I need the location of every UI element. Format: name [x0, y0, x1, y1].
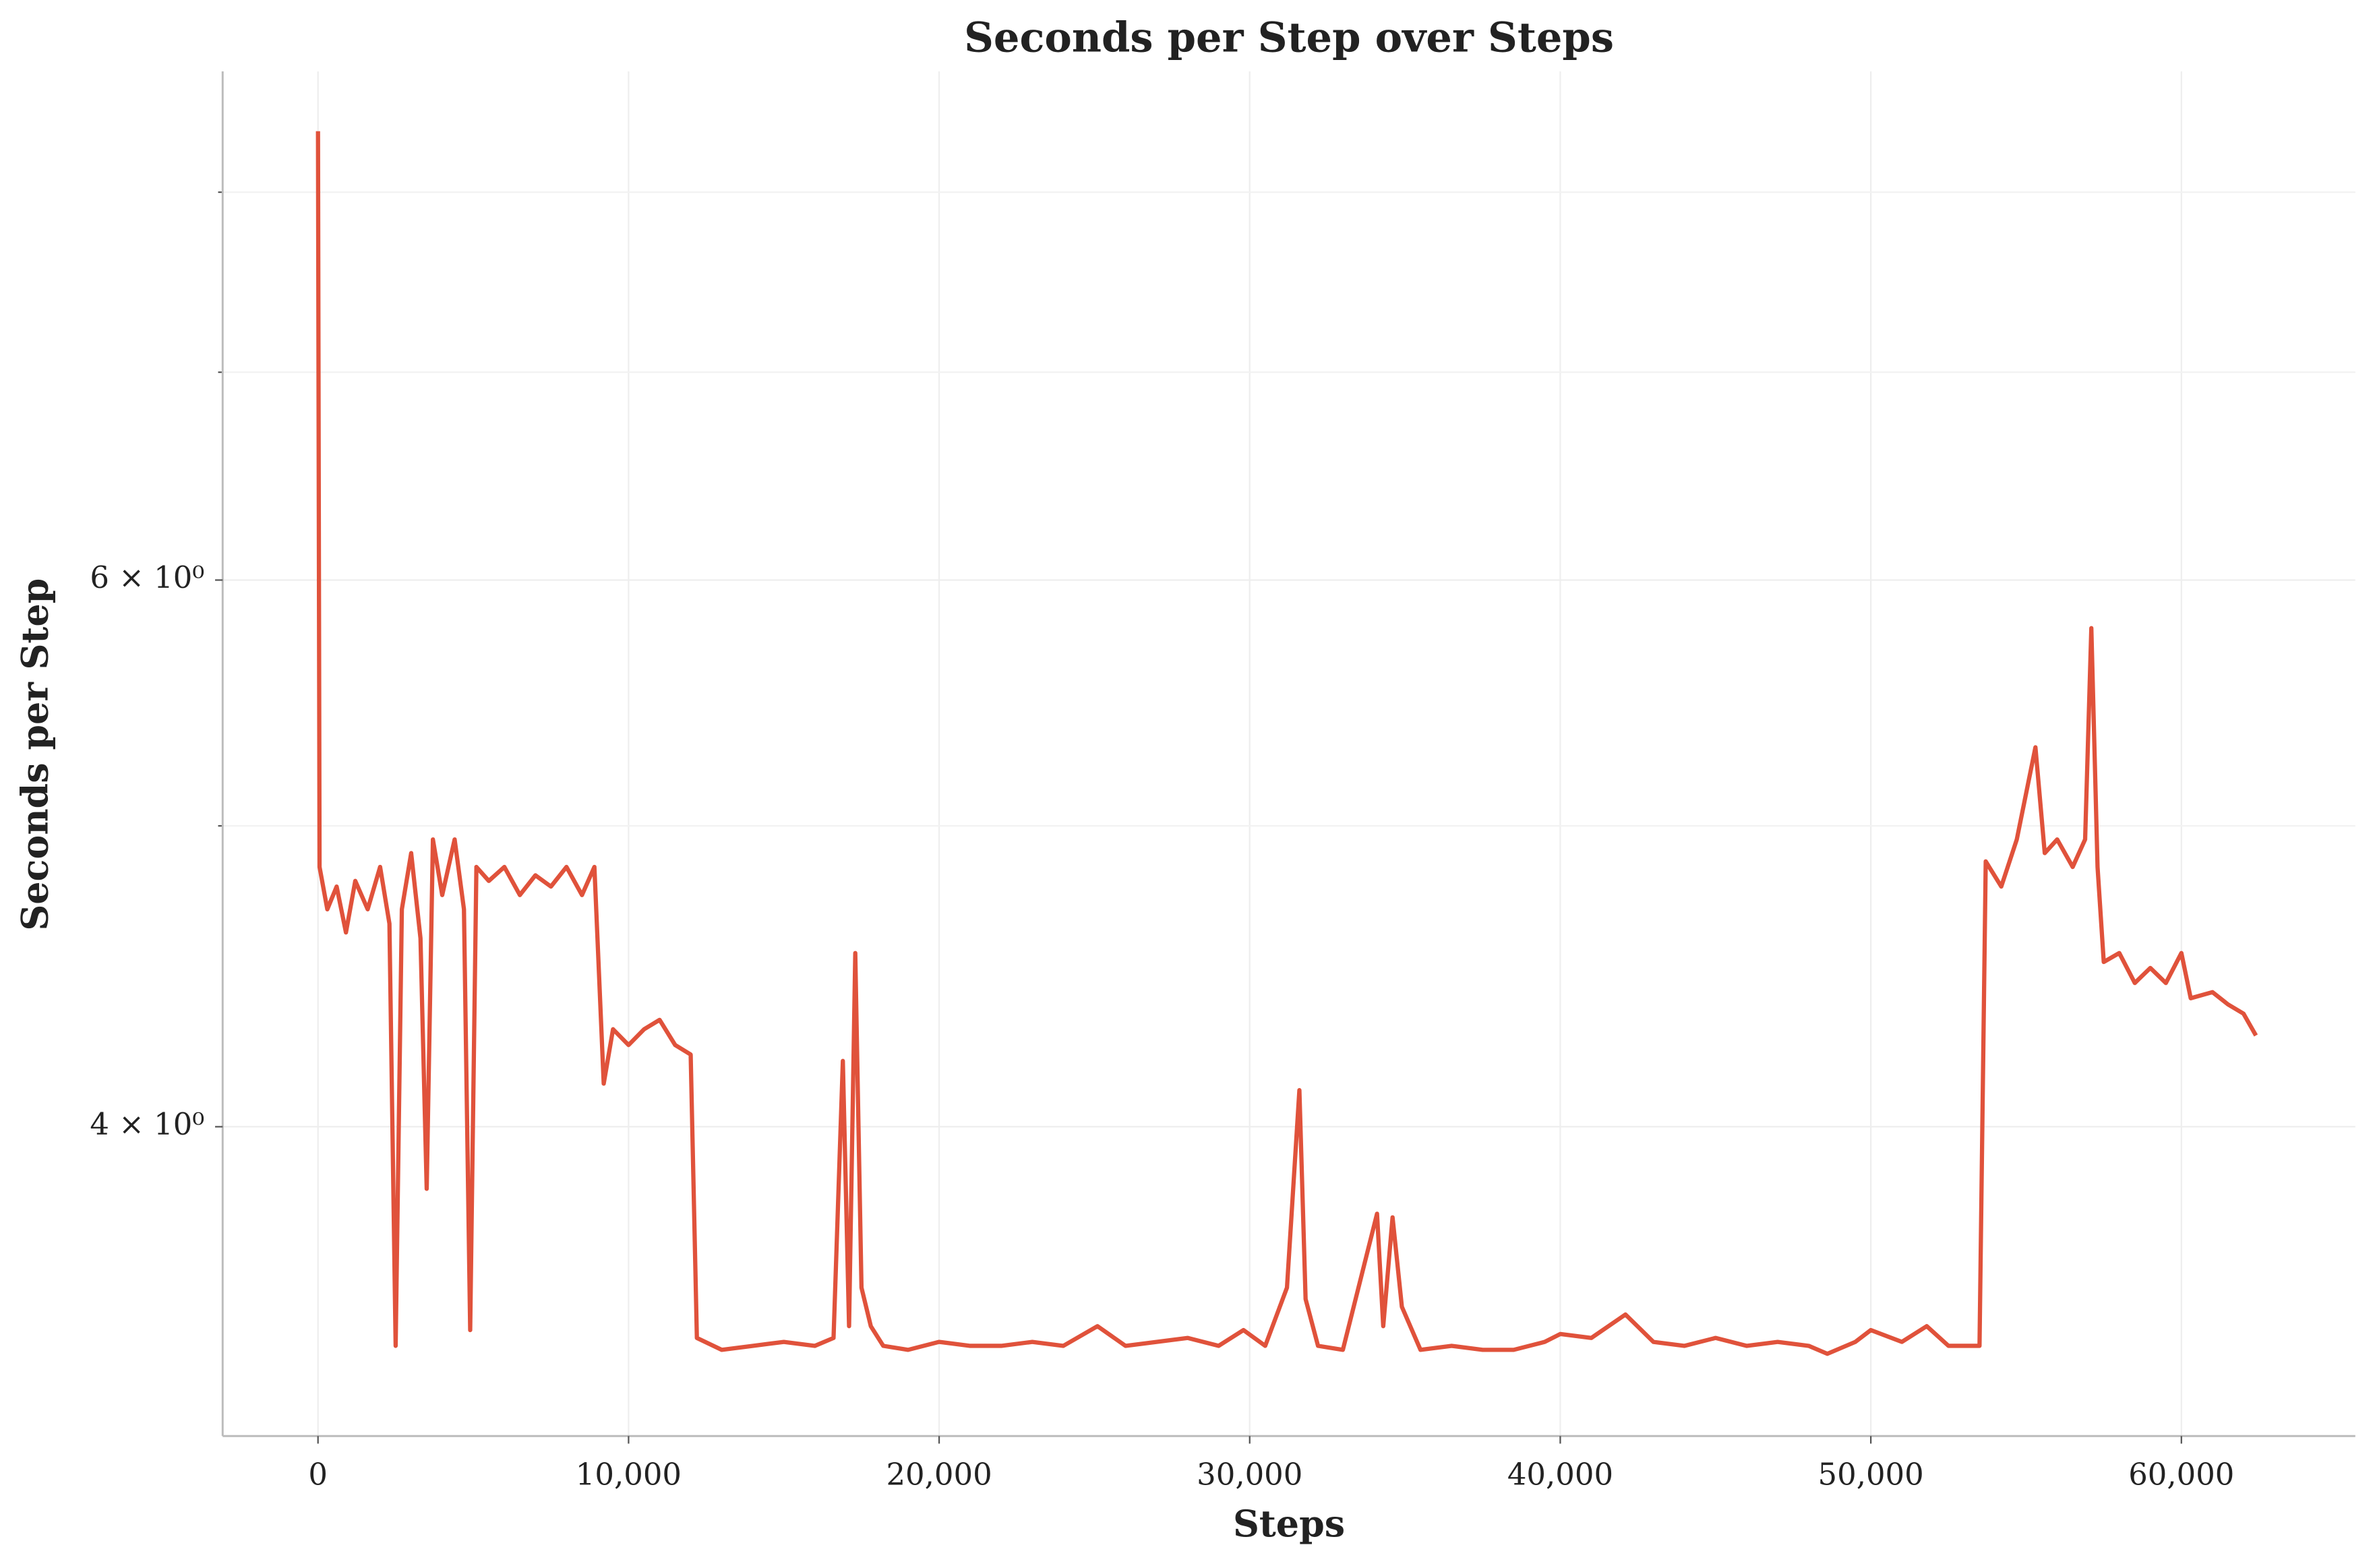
y-axis-label: Seconds per Step — [13, 578, 56, 931]
chart-title: Seconds per Step over Steps — [964, 13, 1614, 61]
x-tick-label: 10,000 — [576, 1456, 682, 1492]
x-tick-label: 30,000 — [1197, 1456, 1302, 1492]
line-series — [315, 131, 2258, 1356]
x-tick-label: 40,000 — [1507, 1456, 1613, 1492]
x-tick-label: 60,000 — [2128, 1456, 2234, 1492]
x-tick-label: 0 — [308, 1456, 328, 1492]
y-tick-label: 6 × 10⁰ — [90, 560, 204, 595]
x-axis-label: Steps — [1233, 1502, 1345, 1545]
x-tick-label: 20,000 — [886, 1456, 992, 1492]
y-tick-label: 4 × 10⁰ — [90, 1106, 204, 1142]
x-tick-label: 50,000 — [1818, 1456, 1924, 1492]
